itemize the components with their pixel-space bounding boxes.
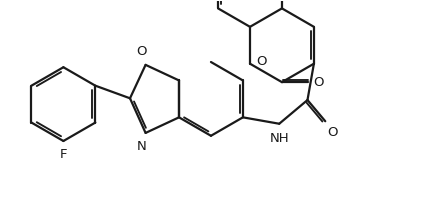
Text: N: N (137, 140, 147, 153)
Text: O: O (257, 55, 267, 68)
Text: O: O (327, 126, 337, 139)
Text: O: O (137, 45, 147, 58)
Text: F: F (59, 148, 67, 161)
Text: O: O (313, 76, 323, 89)
Text: NH: NH (270, 132, 290, 145)
